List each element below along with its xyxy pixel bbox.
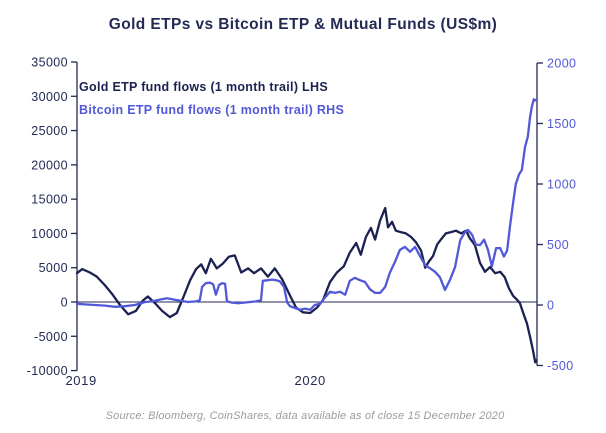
chart-title: Gold ETPs vs Bitcoin ETP & Mutual Funds … bbox=[109, 16, 497, 33]
x-axis: 2019 2020 bbox=[65, 373, 325, 388]
left-tick-label: 35000 bbox=[31, 56, 68, 70]
left-tick-label: 25000 bbox=[31, 124, 68, 138]
left-axis: 35000 30000 25000 20000 15000 10000 5000 0 -5000… bbox=[27, 56, 78, 378]
right-tick-label: 0 bbox=[547, 299, 554, 313]
left-tick-label: -5000 bbox=[34, 330, 68, 344]
left-tick-label: 30000 bbox=[31, 90, 68, 104]
x-year-label: 2019 bbox=[65, 373, 96, 388]
legend-bitcoin-label: Bitcoin ETP fund flows (1 month trail) R… bbox=[79, 103, 344, 117]
left-tick-label: 20000 bbox=[31, 158, 68, 172]
bitcoin-etp-line bbox=[75, 98, 538, 311]
right-tick-label: 500 bbox=[547, 238, 569, 252]
right-axis: 2000 1500 1000 500 0 -500 bbox=[536, 57, 576, 373]
left-tick-label: -10000 bbox=[27, 364, 68, 378]
left-tick-label: 0 bbox=[61, 296, 68, 310]
gold-etp-line bbox=[75, 206, 538, 364]
right-tick-label: -500 bbox=[547, 359, 574, 373]
legend-gold-label: Gold ETP fund flows (1 month trail) LHS bbox=[79, 80, 328, 94]
right-tick-label: 1000 bbox=[547, 178, 576, 192]
source-note: Source: Bloomberg, CoinShares, data avai… bbox=[106, 410, 505, 422]
left-tick-label: 5000 bbox=[39, 261, 68, 275]
right-tick-label: 1500 bbox=[547, 117, 576, 131]
left-tick-label: 15000 bbox=[31, 193, 68, 207]
right-tick-label: 2000 bbox=[547, 57, 576, 71]
x-year-label: 2020 bbox=[295, 373, 326, 388]
left-tick-label: 10000 bbox=[31, 227, 68, 241]
